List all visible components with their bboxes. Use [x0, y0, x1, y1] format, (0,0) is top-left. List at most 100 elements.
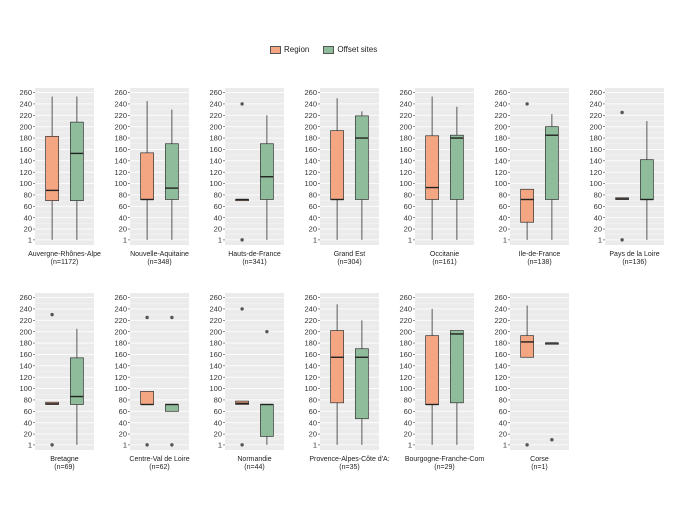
y-tick-label: 160	[209, 145, 222, 154]
y-tick-label: 260	[304, 293, 317, 302]
y-tick-label: 140	[494, 361, 507, 370]
y-tick-label: 220	[209, 316, 222, 325]
panel-10: 120 40 60 80 100 120 140 160 180 200 220 240 260 Norm…	[209, 293, 284, 471]
offset-outlier	[170, 443, 174, 447]
y-tick-label: 80	[499, 191, 507, 200]
y-tick-label: 60	[214, 202, 222, 211]
y-tick-label: 240	[114, 100, 127, 109]
region-box	[45, 136, 59, 201]
region-box	[330, 330, 344, 404]
y-tick-label: 240	[494, 305, 507, 314]
y-tick-label: 100	[494, 179, 507, 188]
y-tick-label: 220	[494, 316, 507, 325]
y-tick-label: 20	[594, 225, 602, 234]
panel-count: (n=138)	[527, 259, 551, 266]
y-tick-label: 1	[408, 235, 412, 244]
region-outlier	[145, 443, 149, 447]
y-tick-label: 40	[214, 213, 222, 222]
y-tick-label: 40	[119, 213, 127, 222]
region-outlier	[50, 443, 54, 447]
y-tick-label: 140	[399, 156, 412, 165]
legend-item-offset: Offset sites	[323, 45, 377, 54]
y-tick-label: 160	[304, 145, 317, 154]
panel-count: (n=69)	[54, 464, 74, 471]
y-tick-label: 140	[494, 156, 507, 165]
y-tick-label: 220	[209, 111, 222, 120]
region-outlier	[620, 238, 624, 242]
y-tick-label: 240	[209, 305, 222, 314]
offset-box	[260, 404, 274, 437]
y-tick-label: 180	[589, 134, 602, 143]
y-tick-label: 40	[214, 418, 222, 427]
panel-3: 120 40 60 80 100 120 140 160 180 200 220 240 260 Haut…	[209, 88, 284, 266]
region-outlier	[240, 102, 244, 106]
y-tick-label: 60	[24, 407, 32, 416]
y-tick-label: 100	[304, 384, 317, 393]
region-outlier	[240, 443, 244, 447]
y-tick-label: 60	[309, 407, 317, 416]
y-tick-label: 60	[24, 202, 32, 211]
y-tick-label: 260	[114, 88, 127, 97]
y-tick-label: 100	[494, 384, 507, 393]
y-tick-label: 200	[494, 327, 507, 336]
panel-2: 120 40 60 80 100 120 140 160 180 200 220 240 260 Nouv…	[114, 88, 189, 266]
y-tick-label: 200	[19, 122, 32, 131]
region-box	[140, 391, 154, 405]
y-tick-label: 120	[399, 373, 412, 382]
y-tick-label: 240	[399, 100, 412, 109]
region-box	[425, 335, 439, 405]
panel-12: 120 40 60 80 100 120 140 160 180 200 220 240 260 Bour…	[399, 293, 484, 471]
panel-9: 120 40 60 80 100 120 140 160 180 200 220 240 260 Cent…	[114, 293, 190, 471]
y-tick-label: 100	[589, 179, 602, 188]
y-tick-label: 200	[209, 122, 222, 131]
y-tick-label: 220	[304, 316, 317, 325]
y-tick-label: 180	[209, 339, 222, 348]
y-tick-label: 40	[24, 213, 32, 222]
y-tick-label: 100	[399, 179, 412, 188]
y-tick-label: 240	[589, 100, 602, 109]
y-tick-label: 1	[503, 235, 507, 244]
y-tick-label: 40	[24, 418, 32, 427]
panel-title: Bretagne	[50, 456, 79, 463]
y-tick-label: 120	[19, 373, 32, 382]
y-tick-label: 240	[114, 305, 127, 314]
offset-box	[70, 121, 84, 201]
y-tick-label: 1	[313, 235, 317, 244]
offset-outlier	[550, 438, 554, 442]
y-tick-label: 80	[214, 396, 222, 405]
y-tick-label: 260	[589, 88, 602, 97]
offset-outlier	[170, 315, 174, 320]
y-tick-label: 60	[404, 407, 412, 416]
y-tick-label: 80	[119, 396, 127, 405]
offset-box	[260, 143, 274, 200]
legend-label-region: Region	[284, 45, 310, 54]
y-tick-label: 100	[19, 179, 32, 188]
y-tick-label: 20	[24, 430, 32, 439]
panel-count: (n=35)	[339, 464, 359, 471]
y-tick-label: 100	[114, 179, 127, 188]
region-outlier	[620, 110, 624, 115]
y-tick-label: 80	[24, 191, 32, 200]
y-tick-label: 1	[123, 235, 127, 244]
panel-count: (n=348)	[147, 259, 171, 266]
y-tick-label: 140	[19, 156, 32, 165]
y-tick-label: 240	[304, 100, 317, 109]
y-tick-label: 240	[209, 100, 222, 109]
y-tick-label: 20	[404, 225, 412, 234]
y-tick-label: 200	[304, 122, 317, 131]
y-tick-label: 140	[209, 361, 222, 370]
y-tick-label: 60	[309, 202, 317, 211]
panel-1: 120 40 60 80 100 120 140 160 180 200 220 240 260 Auve…	[19, 88, 101, 266]
panel-count: (n=1)	[531, 464, 548, 471]
y-tick-label: 40	[309, 418, 317, 427]
y-tick-label: 180	[114, 134, 127, 143]
y-tick-label: 200	[589, 122, 602, 131]
y-tick-label: 260	[399, 293, 412, 302]
region-outlier	[525, 443, 529, 447]
y-tick-label: 80	[214, 191, 222, 200]
y-tick-label: 220	[494, 111, 507, 120]
y-tick-label: 60	[499, 407, 507, 416]
y-tick-label: 260	[399, 88, 412, 97]
panel-title: Auvergne-Rhônes-Alpe	[28, 251, 101, 258]
